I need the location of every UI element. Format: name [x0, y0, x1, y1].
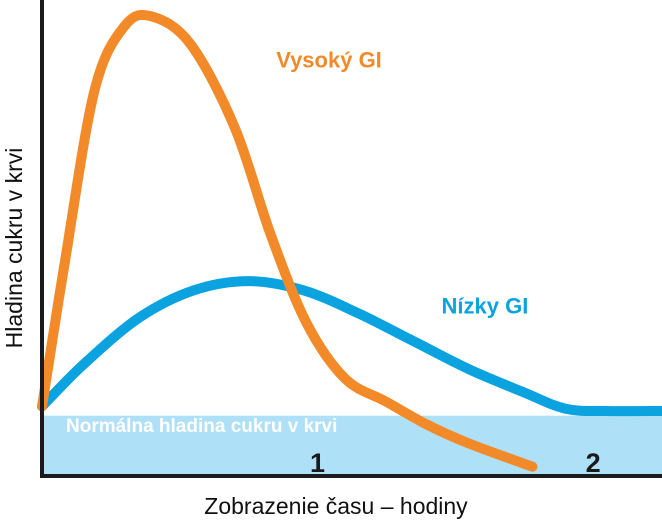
series-line-low-gi — [37, 276, 662, 417]
x-tick-label-2: 2 — [586, 448, 601, 478]
y-axis-label: Hladina cukru v krvi — [1, 148, 27, 349]
series-label-high-gi: Vysoký GI — [276, 48, 382, 73]
series-line-high-gi — [37, 9, 538, 472]
normal-range-label: Normálna hladina cukru v krvi — [66, 416, 337, 437]
series-label-low-gi: Nízky GI — [442, 294, 529, 319]
x-axis-label: Zobrazenie času – hodiny — [204, 493, 468, 519]
normal-range-band — [42, 415, 662, 476]
x-tick-label-1: 1 — [310, 448, 325, 478]
